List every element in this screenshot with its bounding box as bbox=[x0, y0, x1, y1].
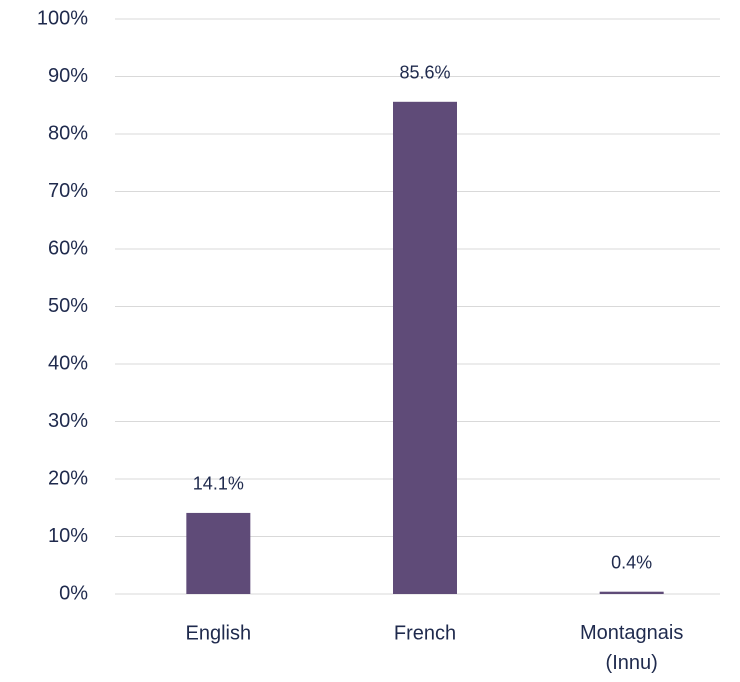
y-tick-label: 10% bbox=[48, 525, 88, 547]
y-tick-label: 80% bbox=[48, 122, 88, 144]
y-tick-label: 90% bbox=[48, 65, 88, 87]
y-tick-label: 70% bbox=[48, 180, 88, 202]
y-tick-label: 50% bbox=[48, 295, 88, 317]
data-label: 85.6% bbox=[399, 63, 450, 83]
x-tick-label: Montagnais (Innu) bbox=[580, 622, 683, 674]
y-tick-label: 30% bbox=[48, 410, 88, 432]
y-tick-label: 20% bbox=[48, 467, 88, 489]
y-tick-label: 100% bbox=[37, 7, 88, 29]
y-tick-label: 0% bbox=[59, 582, 88, 604]
data-label: 0.4% bbox=[611, 552, 652, 572]
data-label: 14.1% bbox=[193, 474, 244, 494]
x-tick-label: English bbox=[186, 622, 252, 644]
x-tick-label: French bbox=[394, 622, 456, 644]
y-tick-label: 40% bbox=[48, 352, 88, 374]
bar bbox=[599, 591, 664, 594]
bar bbox=[393, 101, 457, 595]
y-tick-label: 60% bbox=[48, 237, 88, 259]
bar bbox=[186, 512, 251, 594]
